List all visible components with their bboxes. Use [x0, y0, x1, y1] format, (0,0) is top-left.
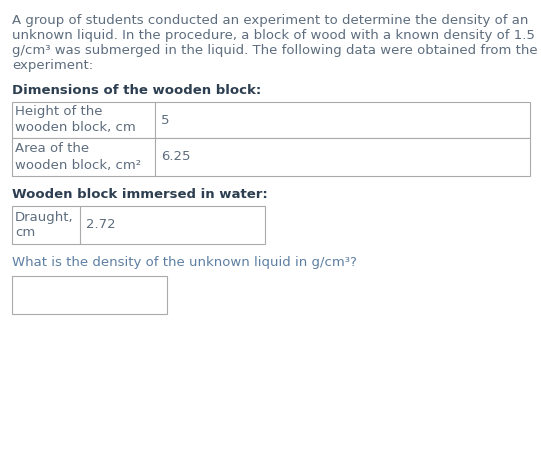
Text: unknown liquid. In the procedure, a block of wood with a known density of 1.5: unknown liquid. In the procedure, a bloc… — [12, 29, 535, 42]
Text: g/cm³ was submerged in the liquid. The following data were obtained from the: g/cm³ was submerged in the liquid. The f… — [12, 44, 538, 57]
Text: Dimensions of the wooden block:: Dimensions of the wooden block: — [12, 84, 261, 97]
Text: Wooden block immersed in water:: Wooden block immersed in water: — [12, 188, 268, 201]
Text: 6.25: 6.25 — [161, 150, 190, 163]
Text: 2.72: 2.72 — [86, 218, 116, 232]
Bar — [12, 276, 167, 314]
Text: What is the density of the unknown liquid in g/cm³?: What is the density of the unknown liqui… — [12, 256, 357, 269]
Text: A group of students conducted an experiment to determine the density of an: A group of students conducted an experim… — [12, 14, 529, 27]
Text: Area of the
wooden block, cm²: Area of the wooden block, cm² — [15, 143, 141, 172]
Text: Height of the
wooden block, cm: Height of the wooden block, cm — [15, 105, 136, 134]
Bar — [12, 102, 530, 138]
Bar — [12, 138, 530, 176]
Text: 5: 5 — [161, 114, 169, 127]
Bar — [12, 206, 265, 244]
Text: Draught,
cm: Draught, cm — [15, 211, 74, 240]
Text: experiment:: experiment: — [12, 59, 93, 72]
